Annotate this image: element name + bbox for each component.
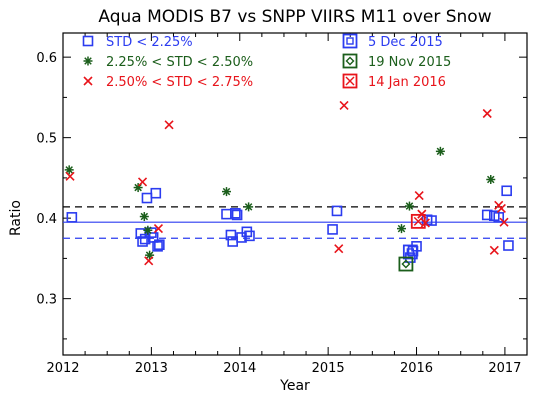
data-point-series-2 [499, 217, 509, 227]
y-tick-label: 0.3 [36, 293, 57, 308]
data-point-series-0 [141, 192, 153, 204]
data-point-series-0 [231, 209, 243, 221]
legend-marker [342, 53, 358, 69]
data-point-series-0 [139, 233, 151, 245]
data-point-series-1 [143, 225, 153, 235]
legend-label: 19 Nov 2015 [368, 55, 451, 70]
x-tick-label: 2012 [46, 361, 79, 376]
y-tick-label: 0.6 [36, 51, 57, 66]
data-point-series-0 [137, 236, 148, 247]
data-point-series-0 [221, 208, 232, 220]
data-point-series-2 [414, 191, 424, 201]
axis-ticks: 2012 2013 2014 2015 2016 2017 0.3 0.4 0.5 0.6 [36, 33, 527, 376]
data-point-series-0 [503, 240, 514, 251]
data-point-series-0 [230, 208, 241, 219]
data-point-series-2 [339, 100, 349, 111]
data-point-series-2 [489, 245, 499, 255]
data-point-series-2 [496, 203, 506, 214]
y-tick-label: 0.4 [36, 212, 57, 227]
data-point-series-3 [402, 244, 418, 260]
legend-label: 2.25% < STD < 2.50% [106, 55, 253, 70]
data-point-series-0 [236, 232, 247, 243]
data-point-series-0 [481, 209, 493, 221]
legend-marker [82, 35, 94, 47]
legend-label: 14 Jan 2016 [368, 75, 446, 90]
plot-frame [62, 32, 528, 356]
data-point-series-0 [493, 212, 505, 223]
legend: STD < 2.25% 2.25% < STD < 2.50% 2.50% < ST… [82, 33, 451, 90]
data-point-series-0 [154, 239, 165, 251]
data-point-series-1 [222, 187, 232, 197]
chart-title: Aqua MODIS B7 vs SNPP VIIRS M11 over Sno… [98, 7, 491, 27]
legend-marker [342, 73, 358, 89]
data-point-series-2 [65, 171, 75, 181]
data-point-series-1 [244, 202, 254, 212]
data-point-series-0 [331, 205, 343, 217]
x-axis-label: Year [279, 378, 310, 394]
data-point-series-0 [244, 230, 255, 242]
data-point-series-0 [225, 229, 237, 241]
legend-marker [342, 33, 358, 49]
data-point-series-2 [144, 256, 154, 266]
data-point-series-2 [482, 108, 492, 119]
data-point-series-1 [435, 146, 445, 156]
x-tick-label: 2016 [400, 361, 433, 376]
legend-label: 5 Dec 2015 [368, 35, 443, 50]
legend-label: 2.50% < STD < 2.75% [106, 75, 253, 90]
y-tick-label: 0.5 [36, 132, 57, 147]
legend-label: STD < 2.25% [106, 35, 193, 50]
x-tick-label: 2013 [135, 361, 168, 376]
data-point-series-1 [486, 175, 496, 185]
data-point-series-2 [153, 224, 164, 234]
data-point-series-0 [501, 185, 512, 197]
x-tick-label: 2015 [312, 361, 345, 376]
data-point-series-1 [396, 224, 406, 234]
data-point-series-0 [152, 241, 163, 252]
x-tick-label: 2017 [488, 361, 521, 376]
reference-lines [63, 206, 527, 239]
data-point-series-5 [410, 213, 426, 229]
data-point-series-0 [66, 212, 78, 223]
data-point-series-2 [334, 244, 344, 254]
data-point-series-1 [404, 201, 414, 211]
x-tick-label: 2014 [223, 361, 256, 376]
data-point-series-1 [64, 165, 74, 175]
data-point-series-1 [139, 212, 149, 222]
legend-marker [83, 56, 93, 66]
y-axis-label: Ratio [8, 200, 24, 236]
data-point-series-2 [137, 177, 148, 187]
data-point-series-1 [133, 183, 143, 193]
data-points [64, 100, 514, 272]
data-point-series-2 [164, 120, 174, 130]
legend-marker [83, 76, 93, 86]
data-point-series-4 [398, 256, 414, 272]
data-point-series-0 [150, 187, 162, 199]
data-point-series-0 [327, 224, 338, 235]
